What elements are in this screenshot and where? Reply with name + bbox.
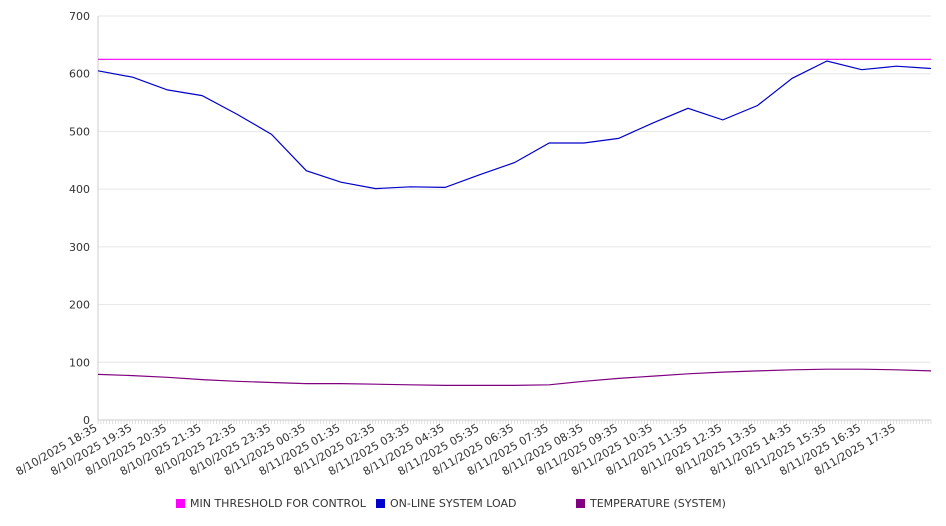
legend-swatch [376, 499, 385, 508]
y-tick-label: 100 [69, 356, 90, 369]
legend-label: TEMPERATURE (SYSTEM) [590, 497, 726, 510]
legend-item-temperature[interactable]: TEMPERATURE (SYSTEM) [576, 497, 726, 510]
y-tick-label: 600 [69, 68, 90, 81]
y-tick-label: 700 [69, 10, 90, 23]
legend-label: ON-LINE SYSTEM LOAD [390, 497, 517, 510]
x-axis: 8/10/2025 18:358/10/2025 19:358/10/2025 … [14, 419, 932, 478]
series-line-1 [97, 60, 932, 190]
y-tick-label: 200 [69, 299, 90, 312]
legend-label: MIN THRESHOLD FOR CONTROL [190, 497, 366, 510]
legend: MIN THRESHOLD FOR CONTROL ON-LINE SYSTEM… [0, 497, 946, 515]
y-tick-label: 400 [69, 183, 90, 196]
legend-item-system-load[interactable]: ON-LINE SYSTEM LOAD [376, 497, 516, 510]
plot-area [97, 58, 932, 386]
y-tick-label: 0 [83, 414, 90, 427]
y-tick-label: 500 [69, 125, 90, 138]
series-line-2 [97, 368, 932, 386]
legend-swatch [176, 499, 185, 508]
y-tick-label: 300 [69, 241, 90, 254]
legend-swatch [576, 499, 585, 508]
legend-item-min-threshold[interactable]: MIN THRESHOLD FOR CONTROL [176, 497, 366, 510]
gridlines [98, 15, 931, 421]
y-axis: 0 100 200 300 400 500 600 700 [69, 10, 99, 427]
